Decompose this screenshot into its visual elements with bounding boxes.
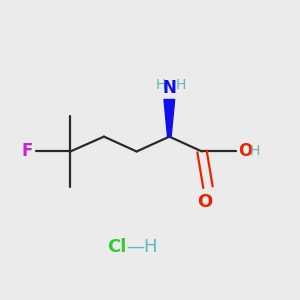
Text: H: H bbox=[155, 78, 166, 92]
Text: H: H bbox=[250, 144, 260, 158]
Text: O: O bbox=[197, 193, 213, 211]
Text: Cl: Cl bbox=[107, 238, 126, 256]
Text: F: F bbox=[21, 142, 33, 160]
Text: —H: —H bbox=[126, 238, 158, 256]
Text: O: O bbox=[238, 142, 252, 160]
Text: N: N bbox=[163, 79, 177, 97]
Text: H: H bbox=[176, 78, 186, 92]
Polygon shape bbox=[164, 100, 175, 136]
